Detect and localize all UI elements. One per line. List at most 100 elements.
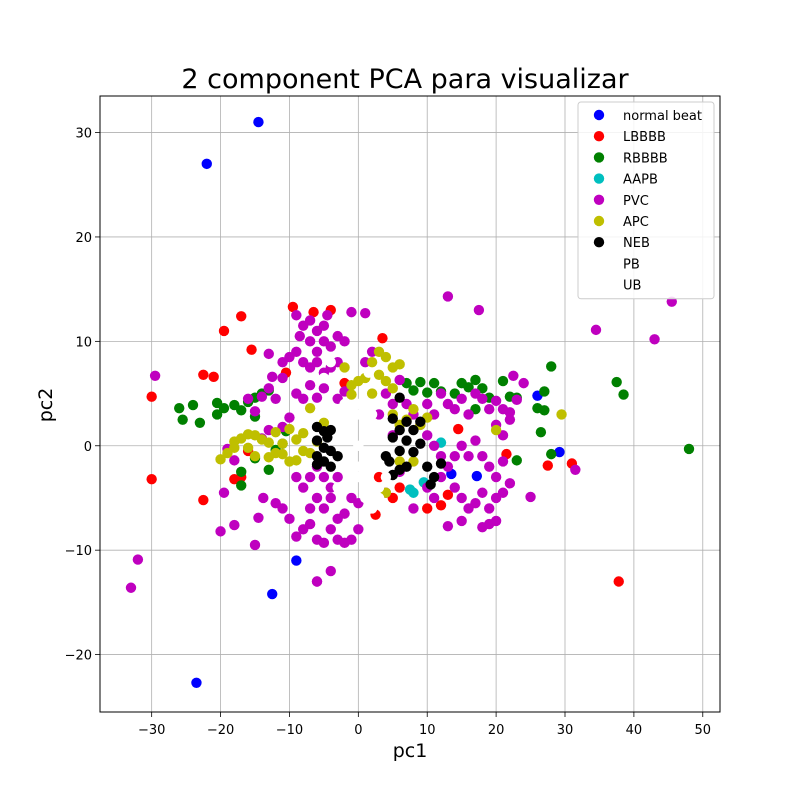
legend-marker [593,194,605,205]
data-point [380,471,392,483]
data-point [484,461,495,472]
data-point [125,582,137,593]
data-point [360,419,371,431]
data-point [373,492,385,504]
data-point [415,376,426,388]
data-point [198,494,209,506]
data-point [346,389,357,400]
data-point [477,451,488,462]
x-tick-label: 50 [695,723,712,738]
data-point [249,406,261,417]
data-point [366,357,378,368]
data-point [435,388,447,399]
data-point [132,554,144,565]
data-point [146,391,157,402]
data-point [311,392,323,403]
data-point [449,451,460,462]
y-tick-label: −20 [65,649,92,664]
data-point [394,445,405,457]
legend-label: RBBBB [623,151,668,166]
x-tick-label: 20 [488,723,505,738]
data-point [394,392,405,403]
data-points [125,116,695,688]
legend-label: NEB [623,236,650,251]
data-point [218,487,230,498]
data-point [484,404,495,415]
data-point [511,394,522,406]
data-point [422,398,433,410]
data-point [263,437,274,448]
data-point [249,539,261,551]
data-point [318,383,330,394]
data-point [422,503,433,514]
data-point [236,466,247,478]
series-neb [311,392,447,490]
data-point [508,370,519,382]
data-point [546,361,557,372]
data-point [360,307,371,319]
data-point [263,464,274,475]
data-point [394,482,405,493]
y-tick-label: 0 [84,440,92,455]
data-point [422,461,433,472]
data-point [267,371,278,383]
data-point [535,426,547,438]
data-point [490,471,502,483]
data-point [477,522,488,533]
legend-label: APC [623,215,649,230]
data-point [353,440,364,451]
data-point [442,291,454,302]
data-point [366,503,378,514]
data-point [215,454,226,465]
data-point [229,455,240,466]
data-point [428,492,440,504]
data-point [525,491,536,503]
data-point [318,503,330,514]
data-point [191,677,202,688]
data-point [318,471,330,483]
data-point [270,426,281,438]
data-point [471,470,483,482]
data-point [298,428,309,439]
data-point [442,489,454,501]
data-point [236,480,247,491]
legend: normal beat LBBBB RBBBB AAPB PVC APC NEB PB UB [577,101,715,300]
data-point [294,330,305,342]
data-point [649,334,660,345]
data-point [401,416,412,427]
legend-label: PB [623,257,640,272]
data-point [284,423,295,435]
x-axis-label: pc1 [393,740,428,762]
data-point [363,367,374,378]
series-aapb [404,437,447,498]
data-point [146,473,157,485]
data-point [304,471,316,483]
data-point [428,440,440,451]
data-point [346,482,357,493]
data-point [311,459,323,470]
plot-frame [99,95,721,713]
data-point [497,375,509,387]
chart-title: 2 component PCA para visualizar [181,64,629,95]
data-point [518,377,529,389]
data-point [408,503,419,514]
data-point [473,304,485,316]
data-point [229,473,240,485]
legend-marker [593,109,605,121]
data-point [477,487,488,498]
data-point [322,310,333,321]
legend-label: UB [623,279,641,294]
data-point [187,399,199,411]
y-tick-label: 10 [75,335,92,350]
data-point [377,333,388,344]
data-point [346,419,357,431]
data-point [346,306,357,318]
data-point [311,357,323,368]
data-point [304,315,316,326]
data-point [618,389,629,400]
data-point [683,443,695,455]
data-point [360,471,371,483]
axis-ticks: −30 −20 −10 0 10 20 30 40 50 −20 −10 0 10 20 30 [65,127,711,738]
data-point [284,513,295,525]
data-point [380,375,392,387]
